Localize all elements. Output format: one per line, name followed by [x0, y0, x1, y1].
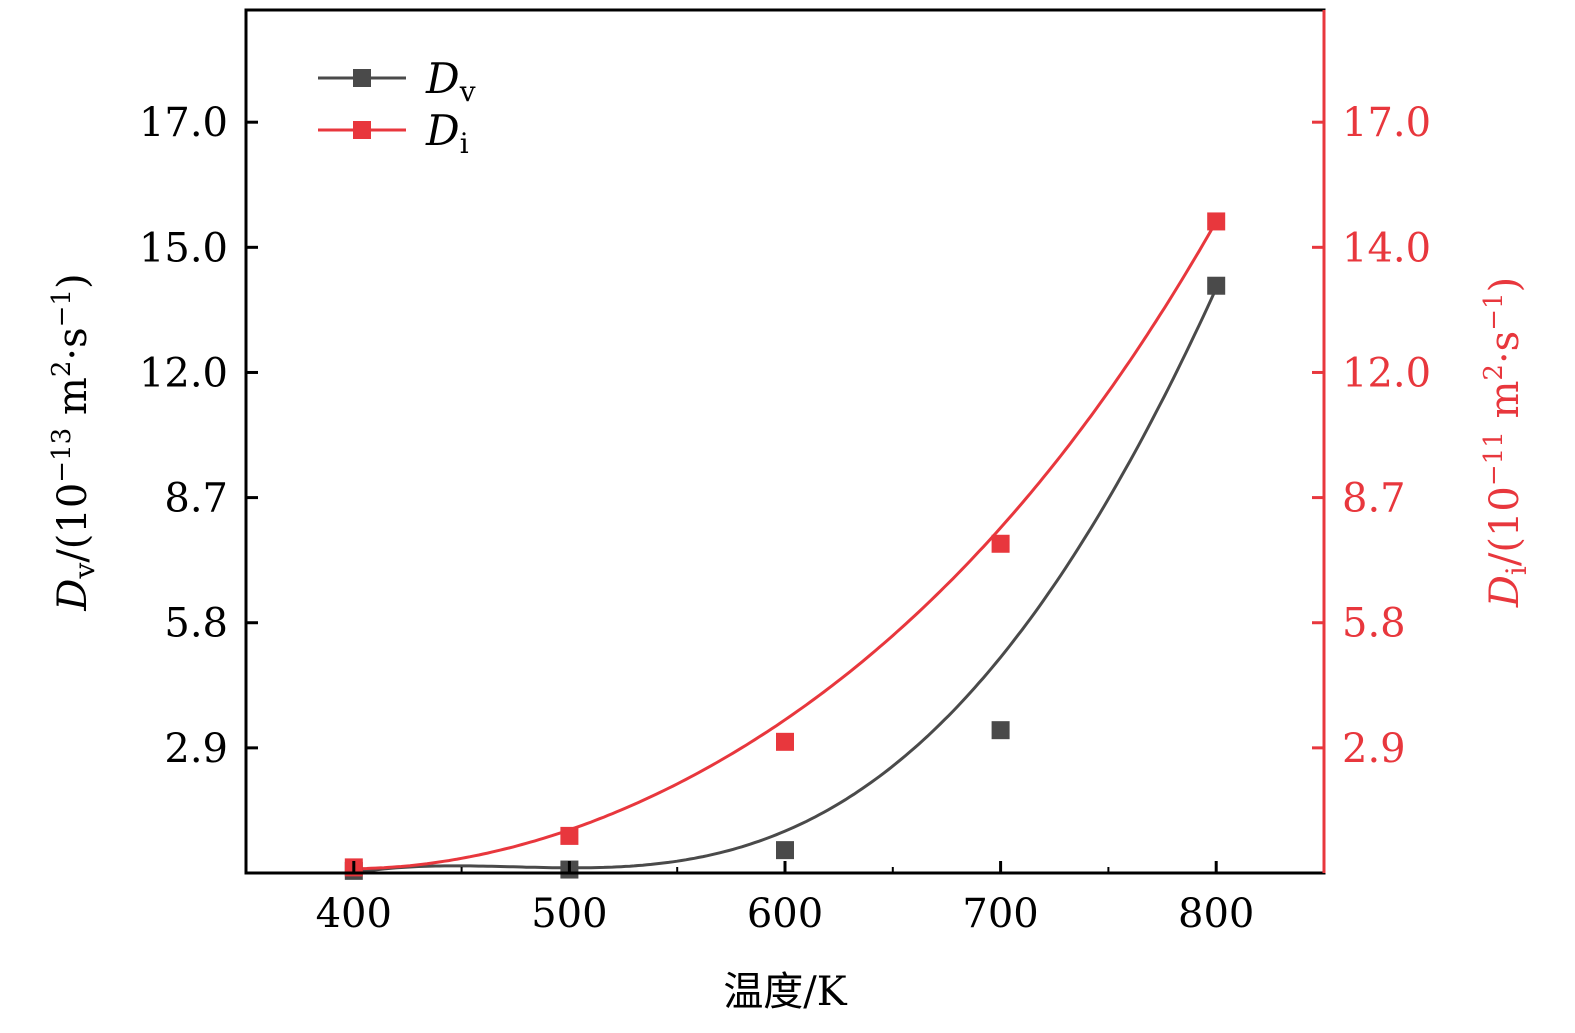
legend: Dv Di — [318, 54, 476, 160]
legend-marker-dv — [353, 69, 371, 87]
x-axis-ticks: 400 500 600 700 800 — [316, 861, 1254, 937]
data-points — [344, 212, 1226, 880]
legend-label-dv: Dv — [425, 54, 476, 108]
y-axis-title: Dv/(10−13 m2·s−1) — [47, 273, 101, 611]
y-right-axis-title: Di/(10−11 m2·s−1) — [1479, 277, 1533, 608]
y-tick-label: 2.9 — [164, 726, 228, 772]
x-tick-label: 800 — [1178, 891, 1254, 937]
y-right-tick-label: 17.0 — [1342, 100, 1431, 146]
y-right-axis-ticks: 2.9 5.8 8.7 12.0 14.0 17.0 — [1312, 100, 1431, 772]
data-point-di — [560, 826, 579, 845]
data-point-dv — [991, 721, 1010, 740]
fit-curve-di — [353, 220, 1218, 871]
y-tick-label: 8.7 — [164, 476, 228, 522]
y-right-tick-label: 14.0 — [1342, 225, 1431, 271]
data-point-dv — [776, 841, 794, 860]
y-tick-label: 12.0 — [139, 350, 228, 396]
y-right-tick-label: 2.9 — [1342, 726, 1406, 772]
fit-curve-dv — [353, 287, 1218, 875]
y-right-tick-label: 8.7 — [1342, 476, 1406, 522]
data-point-dv — [1207, 276, 1226, 295]
legend-symbol-di: D — [425, 106, 460, 155]
legend-symbol-dv: D — [425, 54, 460, 103]
y-axis-ticks: 2.9 5.8 8.7 12.0 15.0 17.0 — [139, 100, 258, 772]
fit-curves — [353, 220, 1218, 875]
legend-marker-di — [353, 121, 371, 139]
x-tick-label: 700 — [962, 891, 1038, 937]
x-axis-title: 温度/K — [723, 969, 847, 1015]
y-right-tick-label: 5.8 — [1342, 601, 1406, 647]
x-tick-label: 600 — [747, 891, 823, 937]
legend-sub-dv: v — [459, 75, 476, 108]
y-tick-label: 17.0 — [139, 100, 228, 146]
y-tick-label: 5.8 — [164, 601, 228, 647]
data-point-di — [991, 534, 1010, 553]
legend-label-di: Di — [425, 106, 469, 160]
y-tick-label: 15.0 — [139, 225, 228, 271]
data-point-di — [1207, 212, 1226, 231]
x-tick-label: 400 — [316, 891, 392, 937]
y-right-tick-label: 12.0 — [1342, 350, 1431, 396]
legend-sub-di: i — [460, 127, 469, 160]
data-point-di — [776, 732, 794, 751]
x-tick-label: 500 — [531, 891, 607, 937]
